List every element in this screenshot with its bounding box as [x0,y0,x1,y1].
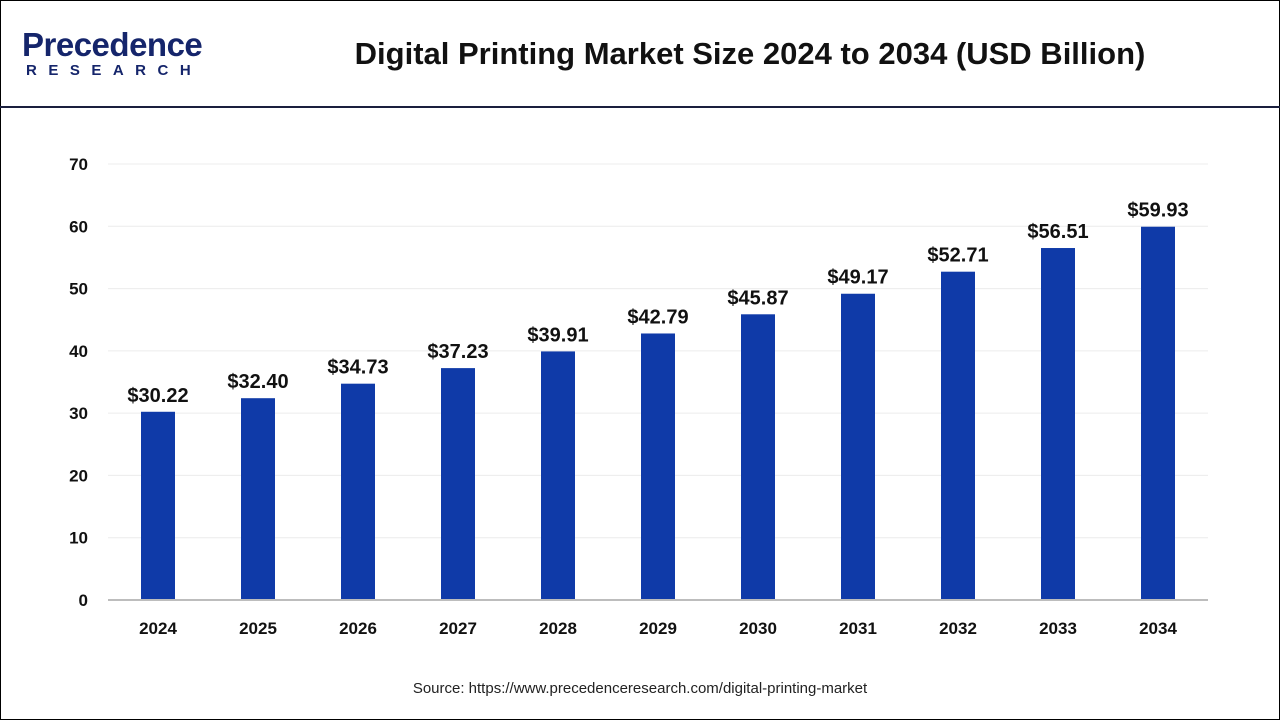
x-tick-label: 2026 [339,619,377,638]
logo-text-top: Precedence [22,26,203,63]
bar-2031 [841,293,875,600]
y-tick-label: 40 [69,342,88,361]
y-tick-label: 0 [79,591,88,610]
bar-2027 [441,368,475,600]
bar-2025 [241,398,275,600]
chart-title: Digital Printing Market Size 2024 to 203… [354,36,1146,71]
x-tick-label: 2024 [139,619,177,638]
y-tick-label: 70 [69,155,88,174]
y-tick-label: 20 [69,466,88,485]
x-tick-label: 2025 [239,619,277,638]
data-label: $49.17 [827,267,888,289]
bar-2034 [1141,226,1175,600]
data-label: $56.51 [1027,221,1088,243]
bar-2030 [741,314,775,600]
x-tick-label: 2032 [939,619,977,638]
source-note: Source: https://www.precedenceresearch.c… [412,680,868,697]
y-tick-label: 60 [69,217,88,236]
x-tick-label: 2033 [1039,619,1077,638]
data-label: $52.71 [927,245,988,267]
bar-2029 [641,333,675,600]
bar-2033 [1041,248,1075,600]
y-tick-label: 50 [69,280,88,299]
data-label: $42.79 [627,306,688,328]
precedence-research-logo: Precedence RESEARCH [22,26,203,80]
x-tick-label: 2029 [639,619,677,638]
bar-2026 [341,383,375,600]
data-label: $59.93 [1127,200,1188,222]
data-label: $45.87 [727,287,788,309]
x-tick-label: 2031 [839,619,877,638]
x-tick-label: 2030 [739,619,777,638]
x-tick-label: 2028 [539,619,577,638]
data-label: $30.22 [127,385,188,407]
header: Precedence RESEARCH Digital Printing Mar… [0,0,1280,108]
data-label: $39.91 [527,324,588,346]
x-tick-label: 2027 [439,619,477,638]
bar-2028 [541,351,575,600]
bar-2024 [141,411,175,600]
y-tick-label: 10 [69,529,88,548]
data-label: $37.23 [427,341,488,363]
bar-2032 [941,271,975,600]
data-label: $32.40 [227,371,288,393]
x-tick-label: 2034 [1139,619,1177,638]
logo-text-bottom: RESEARCH [26,62,203,79]
data-label: $34.73 [327,357,388,379]
y-tick-label: 30 [69,404,88,423]
